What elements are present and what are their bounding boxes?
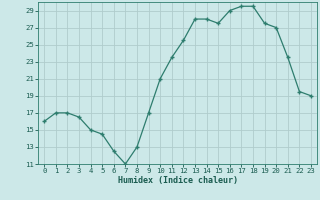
X-axis label: Humidex (Indice chaleur): Humidex (Indice chaleur) xyxy=(118,176,238,185)
